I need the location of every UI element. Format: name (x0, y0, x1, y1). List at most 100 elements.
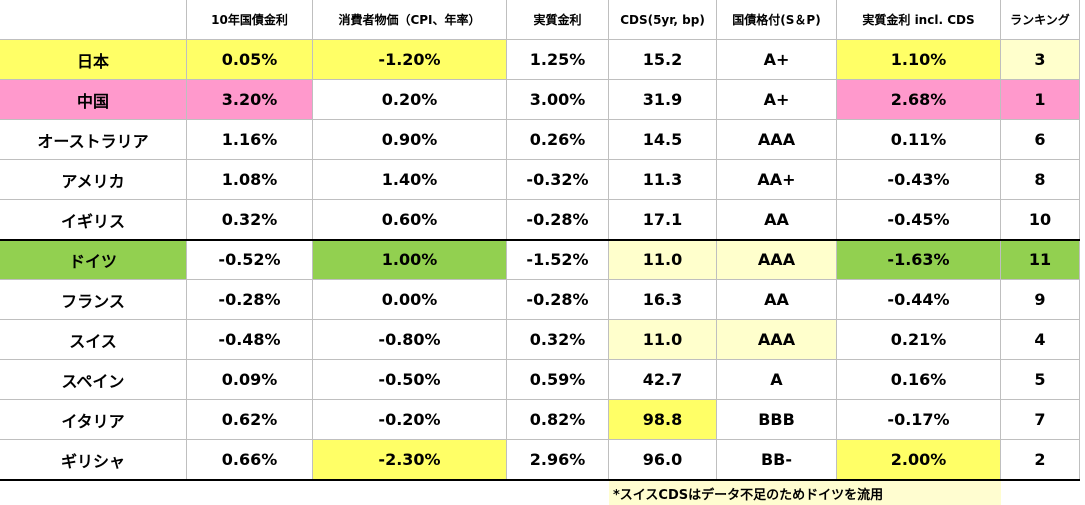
data-cell: 1.16% (187, 120, 313, 160)
data-cell: 16.3 (609, 280, 717, 320)
data-cell: AAA (717, 240, 837, 280)
data-cell: -0.50% (313, 360, 507, 400)
data-cell: AAA (717, 120, 837, 160)
data-cell: 11.0 (609, 240, 717, 280)
data-cell: -0.48% (187, 320, 313, 360)
data-cell: 0.26% (507, 120, 609, 160)
data-cell: -1.52% (507, 240, 609, 280)
data-cell: 14.5 (609, 120, 717, 160)
data-cell: 0.32% (187, 200, 313, 240)
header-cell: 実質金利 incl. CDS (837, 0, 1001, 40)
footnote: *スイスCDSはデータ不足のためドイツを流用 (609, 481, 1001, 505)
data-cell: 7 (1001, 400, 1080, 440)
data-cell: 17.1 (609, 200, 717, 240)
data-cell: AA (717, 280, 837, 320)
data-cell: 96.0 (609, 440, 717, 480)
header-cell: 10年国債金利 (187, 0, 313, 40)
data-cell: -0.80% (313, 320, 507, 360)
row-label: フランス (0, 280, 187, 320)
data-cell: A (717, 360, 837, 400)
data-cell: 4 (1001, 320, 1080, 360)
data-cell: A+ (717, 80, 837, 120)
data-cell: 1 (1001, 80, 1080, 120)
data-cell: AAA (717, 320, 837, 360)
row-label: 中国 (0, 80, 187, 120)
data-cell: 1.00% (313, 240, 507, 280)
header-cell: ランキング (1001, 0, 1080, 40)
data-cell: 0.05% (187, 40, 313, 80)
data-cell: 0.09% (187, 360, 313, 400)
data-cell: 2 (1001, 440, 1080, 480)
data-cell: 0.21% (837, 320, 1001, 360)
data-cell: 1.10% (837, 40, 1001, 80)
data-cell: 0.82% (507, 400, 609, 440)
data-cell: 1.25% (507, 40, 609, 80)
data-cell: 0.11% (837, 120, 1001, 160)
data-cell: 11 (1001, 240, 1080, 280)
data-cell: AA+ (717, 160, 837, 200)
data-cell: AA (717, 200, 837, 240)
data-cell: 0.62% (187, 400, 313, 440)
row-label: ドイツ (0, 240, 187, 280)
data-cell: 0.32% (507, 320, 609, 360)
data-cell: -0.20% (313, 400, 507, 440)
section-divider (0, 239, 1080, 241)
header-cell: 実質金利 (507, 0, 609, 40)
data-cell: 1.40% (313, 160, 507, 200)
data-cell: 2.68% (837, 80, 1001, 120)
data-cell: 2.96% (507, 440, 609, 480)
data-cell: A+ (717, 40, 837, 80)
row-label: 日本 (0, 40, 187, 80)
data-cell: -0.17% (837, 400, 1001, 440)
data-cell: 0.16% (837, 360, 1001, 400)
data-cell: 0.90% (313, 120, 507, 160)
data-cell: 1.08% (187, 160, 313, 200)
header-cell: CDS(5yr, bp) (609, 0, 717, 40)
data-cell: -0.28% (507, 200, 609, 240)
row-label: イタリア (0, 400, 187, 440)
data-cell: 0.59% (507, 360, 609, 400)
data-cell: 42.7 (609, 360, 717, 400)
data-cell: 3.20% (187, 80, 313, 120)
data-cell: -0.28% (507, 280, 609, 320)
data-cell: 0.66% (187, 440, 313, 480)
data-cell: 11.0 (609, 320, 717, 360)
row-label: スイス (0, 320, 187, 360)
data-cell: 11.3 (609, 160, 717, 200)
data-cell: 5 (1001, 360, 1080, 400)
data-cell: -0.44% (837, 280, 1001, 320)
data-cell: 0.00% (313, 280, 507, 320)
data-cell: 3 (1001, 40, 1080, 80)
data-cell: 2.00% (837, 440, 1001, 480)
data-cell: -0.32% (507, 160, 609, 200)
row-label: イギリス (0, 200, 187, 240)
data-cell: -0.45% (837, 200, 1001, 240)
data-cell: 9 (1001, 280, 1080, 320)
header-cell: 国債格付(S＆P) (717, 0, 837, 40)
data-cell: 6 (1001, 120, 1080, 160)
data-cell: -1.63% (837, 240, 1001, 280)
data-cell: 10 (1001, 200, 1080, 240)
data-cell: 15.2 (609, 40, 717, 80)
data-cell: -1.20% (313, 40, 507, 80)
data-cell: BB- (717, 440, 837, 480)
row-label: アメリカ (0, 160, 187, 200)
data-cell: -0.43% (837, 160, 1001, 200)
data-cell: -2.30% (313, 440, 507, 480)
data-cell: BBB (717, 400, 837, 440)
data-cell: 31.9 (609, 80, 717, 120)
data-cell: 3.00% (507, 80, 609, 120)
row-label: スペイン (0, 360, 187, 400)
header-cell: 消費者物価（CPI、年率） (313, 0, 507, 40)
row-label: オーストラリア (0, 120, 187, 160)
data-cell: 0.60% (313, 200, 507, 240)
row-label: ギリシャ (0, 440, 187, 480)
data-cell: -0.28% (187, 280, 313, 320)
table-bottom-border (0, 479, 1080, 481)
data-cell: -0.52% (187, 240, 313, 280)
data-cell: 8 (1001, 160, 1080, 200)
header-corner (0, 0, 187, 40)
data-cell: 98.8 (609, 400, 717, 440)
data-cell: 0.20% (313, 80, 507, 120)
